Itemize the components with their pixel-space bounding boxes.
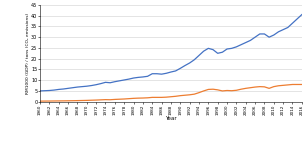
GDP per capita (RM1000)	[300, 14, 304, 16]
GDP per capita (RM1000)	[47, 90, 51, 92]
GDP per capita (RM1000)	[108, 82, 112, 84]
CO₂ emissions (tons per capita)	[47, 100, 51, 102]
CO₂ emissions (tons per capita)	[216, 89, 220, 91]
CO₂ emissions (tons per capita)	[291, 83, 294, 85]
CO₂ emissions (tons per capita)	[300, 83, 304, 85]
Line: GDP per capita (RM1000): GDP per capita (RM1000)	[40, 15, 302, 91]
CO₂ emissions (tons per capita)	[38, 100, 42, 102]
GDP per capita (RM1000)	[52, 89, 56, 91]
GDP per capita (RM1000)	[150, 73, 154, 75]
CO₂ emissions (tons per capita)	[52, 100, 56, 102]
X-axis label: Year: Year	[165, 116, 177, 121]
CO₂ emissions (tons per capita)	[221, 90, 224, 92]
GDP per capita (RM1000)	[216, 52, 220, 54]
Y-axis label: RM1000 (GDP) / tons (CO₂ emissions): RM1000 (GDP) / tons (CO₂ emissions)	[26, 13, 30, 94]
GDP per capita (RM1000)	[221, 51, 224, 53]
CO₂ emissions (tons per capita)	[108, 99, 112, 101]
GDP per capita (RM1000)	[38, 90, 42, 92]
Line: CO₂ emissions (tons per capita): CO₂ emissions (tons per capita)	[40, 84, 302, 101]
CO₂ emissions (tons per capita)	[150, 96, 154, 98]
